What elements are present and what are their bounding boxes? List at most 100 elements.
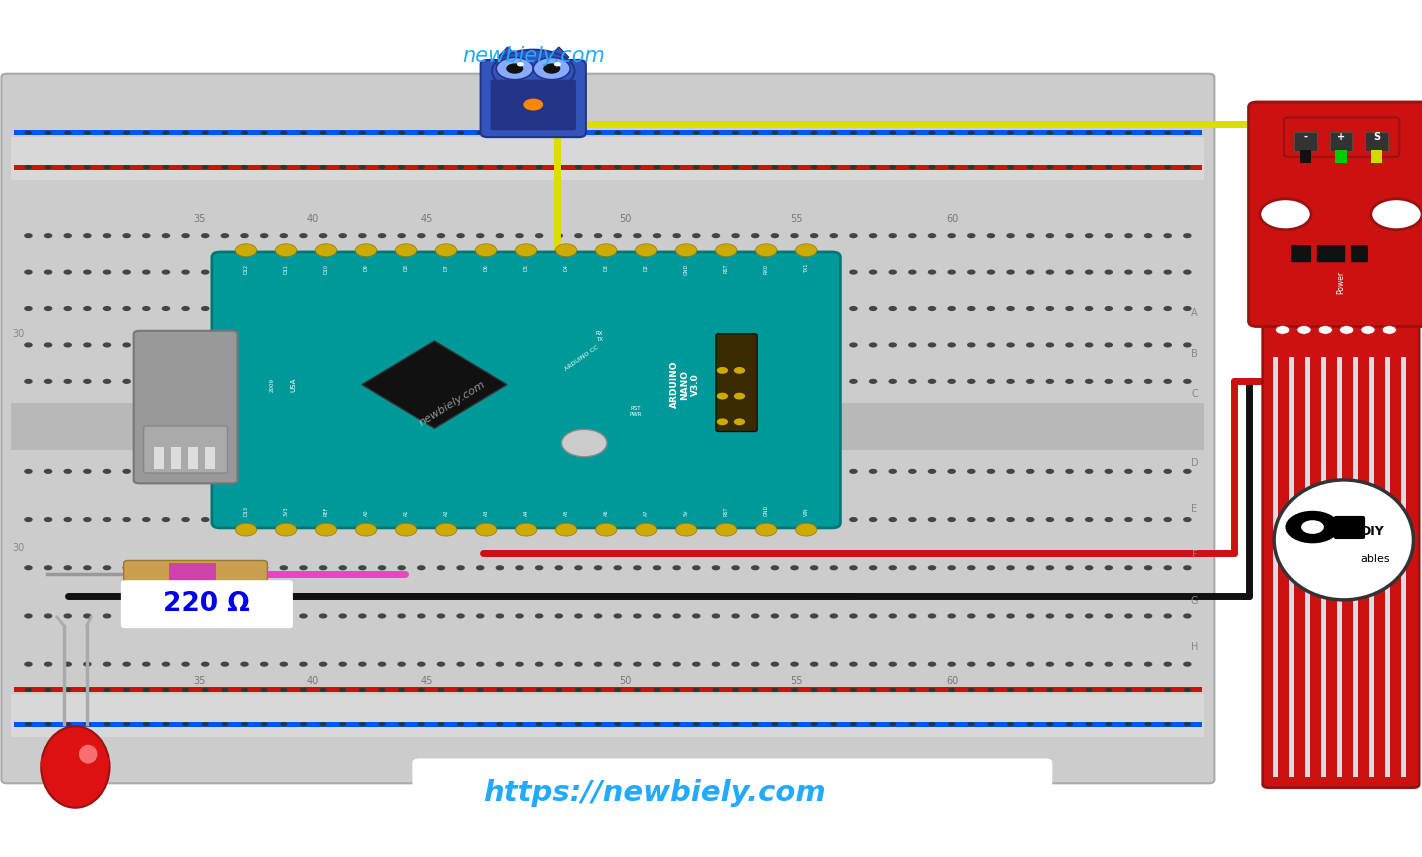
Circle shape: [791, 566, 799, 571]
Circle shape: [240, 517, 249, 522]
Bar: [1321, 357, 1327, 777]
Circle shape: [712, 165, 720, 170]
Circle shape: [240, 614, 249, 619]
Circle shape: [358, 687, 365, 692]
Circle shape: [829, 517, 838, 522]
Text: D3: D3: [604, 264, 609, 271]
Circle shape: [437, 233, 445, 238]
Circle shape: [26, 165, 33, 170]
Circle shape: [358, 469, 367, 474]
Circle shape: [1183, 306, 1192, 311]
Circle shape: [82, 517, 91, 522]
Circle shape: [1085, 566, 1094, 571]
Circle shape: [417, 233, 425, 238]
Circle shape: [1143, 614, 1152, 619]
Circle shape: [1027, 165, 1034, 170]
Circle shape: [1045, 342, 1054, 348]
Circle shape: [182, 469, 191, 474]
Circle shape: [202, 165, 209, 170]
Circle shape: [319, 379, 327, 384]
Circle shape: [791, 517, 799, 522]
Circle shape: [122, 614, 131, 619]
Circle shape: [947, 379, 956, 384]
Circle shape: [64, 131, 71, 135]
Circle shape: [437, 614, 445, 619]
Circle shape: [516, 687, 523, 692]
Circle shape: [673, 342, 681, 348]
Circle shape: [515, 517, 523, 522]
Circle shape: [653, 306, 661, 311]
Circle shape: [715, 523, 737, 536]
Circle shape: [555, 131, 562, 135]
Bar: [1294, 132, 1317, 151]
Circle shape: [418, 165, 425, 170]
Circle shape: [1183, 342, 1192, 348]
FancyBboxPatch shape: [412, 758, 1052, 823]
Circle shape: [516, 63, 523, 67]
Text: A: A: [1192, 308, 1197, 318]
Circle shape: [1025, 517, 1034, 522]
Circle shape: [82, 566, 91, 571]
Circle shape: [417, 306, 425, 311]
Text: 55: 55: [791, 676, 802, 686]
Circle shape: [24, 379, 33, 384]
Circle shape: [850, 165, 857, 170]
Circle shape: [1066, 722, 1074, 727]
Circle shape: [280, 306, 289, 311]
Circle shape: [476, 687, 483, 692]
Circle shape: [1085, 233, 1094, 238]
Circle shape: [791, 306, 799, 311]
Circle shape: [653, 269, 661, 274]
Circle shape: [44, 517, 53, 522]
Circle shape: [437, 306, 445, 311]
Circle shape: [987, 517, 995, 522]
Circle shape: [771, 662, 779, 667]
Ellipse shape: [41, 726, 109, 807]
Circle shape: [240, 379, 249, 384]
Circle shape: [1163, 342, 1172, 348]
Circle shape: [849, 342, 857, 348]
Circle shape: [299, 662, 307, 667]
Circle shape: [613, 469, 621, 474]
Circle shape: [319, 342, 327, 348]
Circle shape: [437, 379, 445, 384]
Circle shape: [1145, 722, 1152, 727]
Circle shape: [829, 233, 838, 238]
Circle shape: [378, 469, 387, 474]
Circle shape: [633, 379, 641, 384]
Circle shape: [280, 687, 287, 692]
Circle shape: [731, 269, 739, 274]
Circle shape: [535, 566, 543, 571]
Circle shape: [395, 523, 417, 536]
Circle shape: [869, 342, 877, 348]
Circle shape: [1183, 722, 1192, 727]
Circle shape: [849, 306, 857, 311]
Circle shape: [869, 306, 877, 311]
Circle shape: [476, 614, 485, 619]
Circle shape: [1066, 687, 1074, 692]
Bar: [1371, 150, 1382, 163]
Circle shape: [596, 244, 617, 257]
Circle shape: [574, 131, 582, 135]
Bar: [1305, 357, 1311, 777]
Circle shape: [968, 722, 975, 727]
Circle shape: [693, 379, 701, 384]
Circle shape: [771, 379, 779, 384]
Circle shape: [475, 523, 496, 536]
Circle shape: [438, 722, 445, 727]
Circle shape: [889, 165, 896, 170]
Circle shape: [633, 233, 641, 238]
Text: ARDUINO
NANO
V3.0: ARDUINO NANO V3.0: [670, 361, 700, 409]
Circle shape: [1045, 233, 1054, 238]
Circle shape: [613, 342, 621, 348]
Circle shape: [496, 517, 505, 522]
Circle shape: [849, 379, 857, 384]
Circle shape: [240, 687, 247, 692]
Circle shape: [437, 566, 445, 571]
Circle shape: [202, 687, 209, 692]
Circle shape: [675, 244, 697, 257]
Circle shape: [456, 469, 465, 474]
Text: 35: 35: [193, 213, 205, 224]
Circle shape: [476, 342, 485, 348]
Circle shape: [24, 566, 33, 571]
